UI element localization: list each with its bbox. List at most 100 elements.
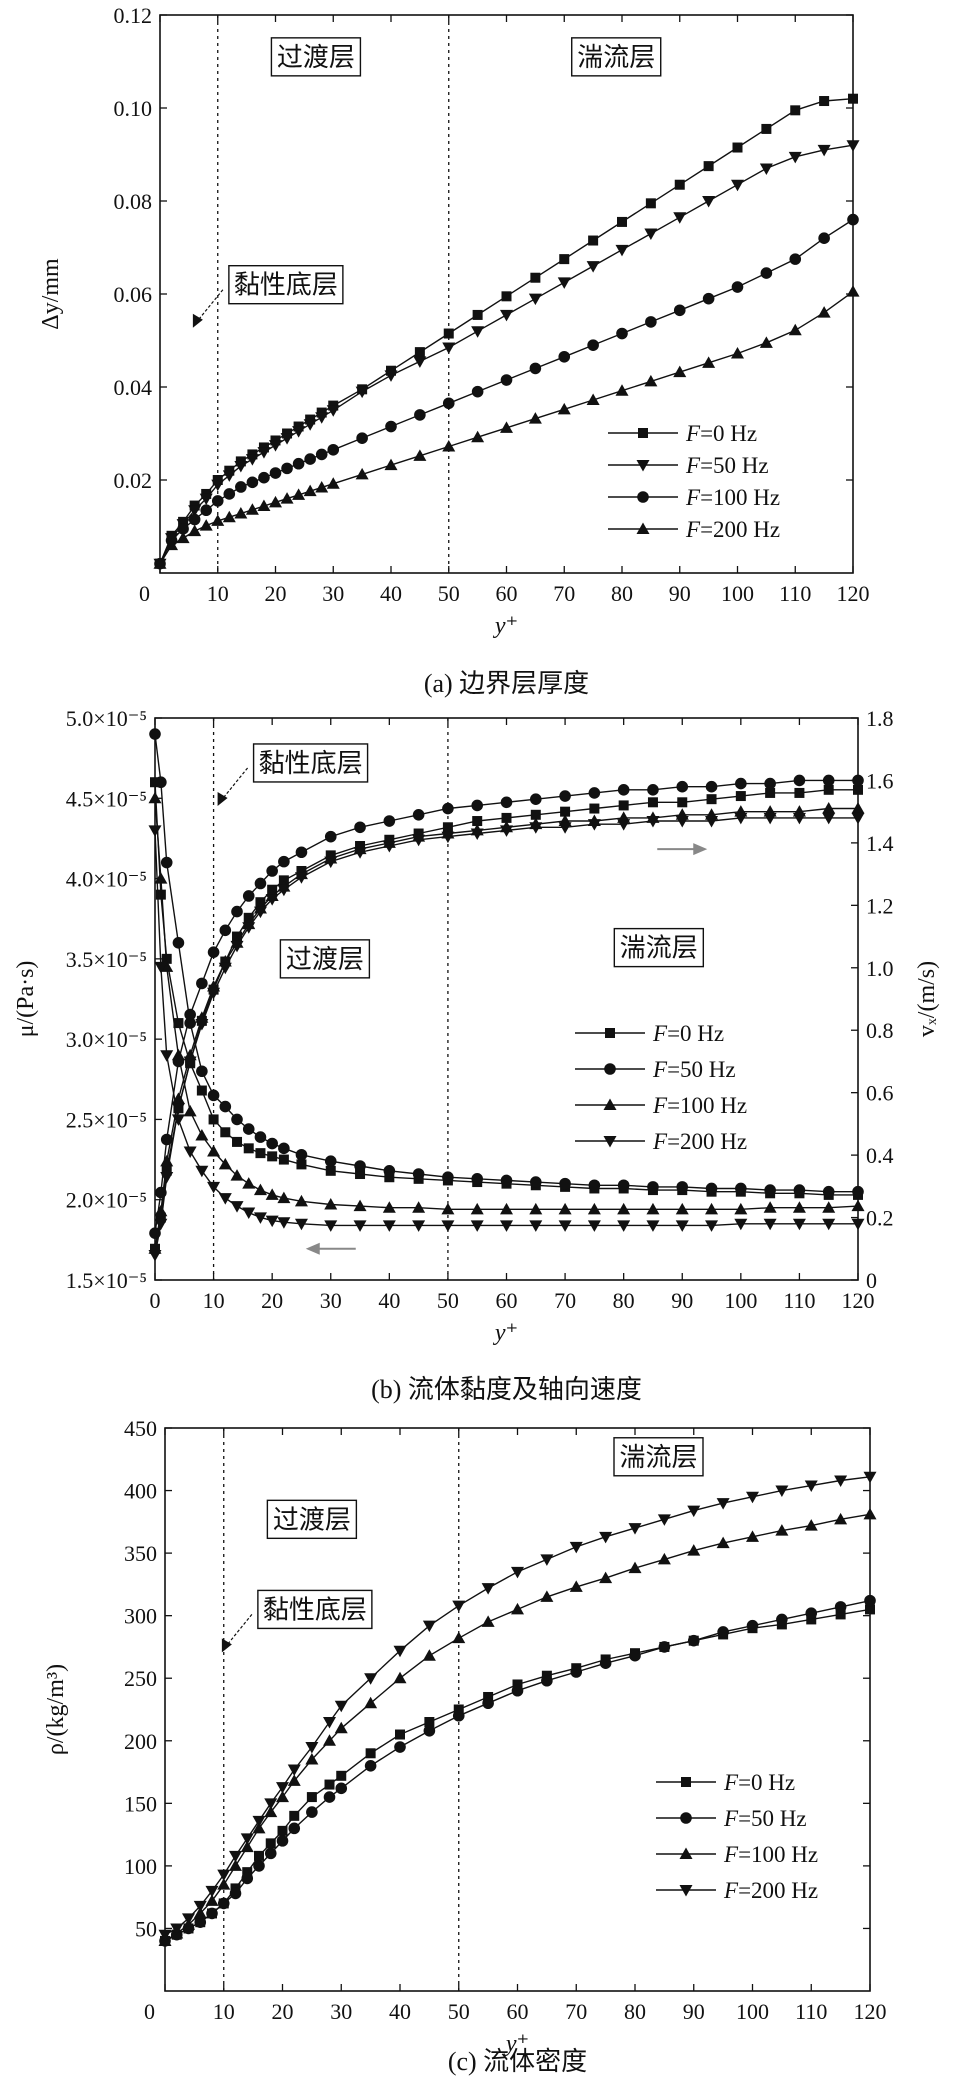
y-tick-label: 3.0×10⁻⁵ — [66, 1027, 147, 1052]
legend: F=0 HzF=50 HzF=100 HzF=200 Hz — [608, 421, 780, 542]
data-point — [234, 461, 248, 473]
data-point — [395, 1729, 405, 1740]
data-point — [763, 1201, 777, 1213]
data-point — [161, 1165, 172, 1176]
data-point — [776, 1613, 788, 1626]
data-point — [557, 277, 571, 289]
data-point — [219, 1100, 232, 1113]
data-point — [540, 1590, 554, 1602]
legend-marker — [679, 1847, 693, 1859]
data-point — [218, 1193, 232, 1205]
data-point — [792, 1201, 806, 1213]
data-point — [266, 1137, 278, 1150]
x-tick-label: 70 — [553, 581, 575, 606]
data-point — [232, 1136, 243, 1147]
legend-label: F=50 Hz — [685, 453, 769, 478]
annotation-box-transition-layer — [279, 939, 371, 979]
data-point — [763, 812, 777, 825]
data-point — [183, 1056, 197, 1068]
data-point — [818, 232, 830, 244]
data-point — [674, 179, 685, 190]
y-axis-title: μ/(Pa·s) — [13, 961, 39, 1038]
data-point — [394, 1741, 406, 1753]
y-tick-label: 250 — [124, 1666, 157, 1691]
data-point — [355, 1169, 366, 1180]
data-point — [193, 1900, 207, 1913]
data-point — [217, 1897, 230, 1910]
data-point — [200, 504, 212, 517]
data-point — [442, 1171, 454, 1184]
data-point — [413, 449, 427, 461]
legend-marker — [603, 1098, 617, 1110]
legend-marker — [681, 1777, 691, 1787]
data-point — [792, 1218, 806, 1231]
series-line — [159, 98, 854, 564]
annotation-box-transition-layer — [270, 37, 362, 77]
data-point — [194, 1916, 207, 1928]
data-point — [822, 1185, 835, 1198]
data-point — [160, 960, 174, 972]
annotation-pointer — [196, 289, 224, 323]
series-f-200-hz — [148, 825, 865, 1232]
data-point — [220, 1127, 231, 1138]
annotation-transition-layer: 过渡层 — [277, 43, 355, 72]
x-tick-label: 50 — [448, 1999, 470, 2024]
data-point — [356, 432, 368, 444]
data-point — [645, 316, 657, 328]
data-point — [326, 477, 340, 489]
data-point — [177, 523, 189, 535]
data-point — [793, 774, 806, 787]
data-point — [470, 828, 484, 841]
legend-label: F=100 Hz — [652, 1093, 747, 1118]
data-point — [617, 784, 630, 796]
x-tick-label: 80 — [624, 1999, 646, 2024]
figure-caption-c: (c) 流体密度 — [448, 2047, 587, 2076]
data-point — [846, 140, 860, 152]
data-point — [734, 1202, 748, 1215]
y2-axis-title: vₓ/(m/s) — [914, 961, 940, 1037]
data-point — [852, 1185, 864, 1198]
data-point — [851, 1199, 865, 1212]
y-tick-label: 0.10 — [114, 96, 153, 121]
legend-label: F=50 Hz — [723, 1806, 807, 1831]
data-point — [315, 412, 329, 424]
data-point — [305, 1753, 319, 1765]
data-point — [442, 342, 456, 354]
legend-variable: F — [723, 1842, 739, 1867]
x-tick-label: 40 — [378, 1288, 400, 1313]
x-tick-label: 100 — [721, 581, 754, 606]
data-point — [353, 847, 367, 859]
legend-value: =0 Hz — [738, 1770, 795, 1795]
data-point — [265, 1838, 276, 1849]
data-point — [569, 1580, 583, 1592]
data-point — [193, 1906, 207, 1919]
data-point — [529, 793, 542, 805]
data-point — [822, 1201, 836, 1213]
data-point — [353, 1199, 367, 1212]
data-point — [588, 235, 599, 246]
data-point — [705, 780, 718, 793]
data-point — [324, 1779, 335, 1790]
data-point — [315, 448, 328, 461]
data-point — [222, 470, 236, 482]
data-point — [149, 728, 161, 740]
origin-label: 0 — [139, 581, 150, 606]
legend-label: F=100 Hz — [723, 1842, 818, 1867]
x-tick-label: 110 — [783, 1288, 815, 1313]
x-tick-label: 10 — [213, 1999, 235, 2024]
legend-label: F=100 Hz — [685, 485, 780, 510]
data-point — [734, 812, 748, 825]
x-tick-label: 30 — [330, 1999, 352, 2024]
x-tick-label: 20 — [265, 581, 287, 606]
data-point — [269, 440, 282, 452]
data-point — [823, 784, 834, 795]
legend-marker — [637, 491, 649, 503]
data-point — [242, 1867, 253, 1878]
data-point — [195, 1128, 209, 1141]
data-point — [470, 1220, 484, 1232]
annotation-pointer — [225, 1614, 253, 1647]
data-point — [617, 819, 631, 831]
legend-variable: F — [723, 1806, 739, 1831]
data-point — [276, 1790, 289, 1803]
y2-tick-label: 1.6 — [866, 768, 894, 793]
